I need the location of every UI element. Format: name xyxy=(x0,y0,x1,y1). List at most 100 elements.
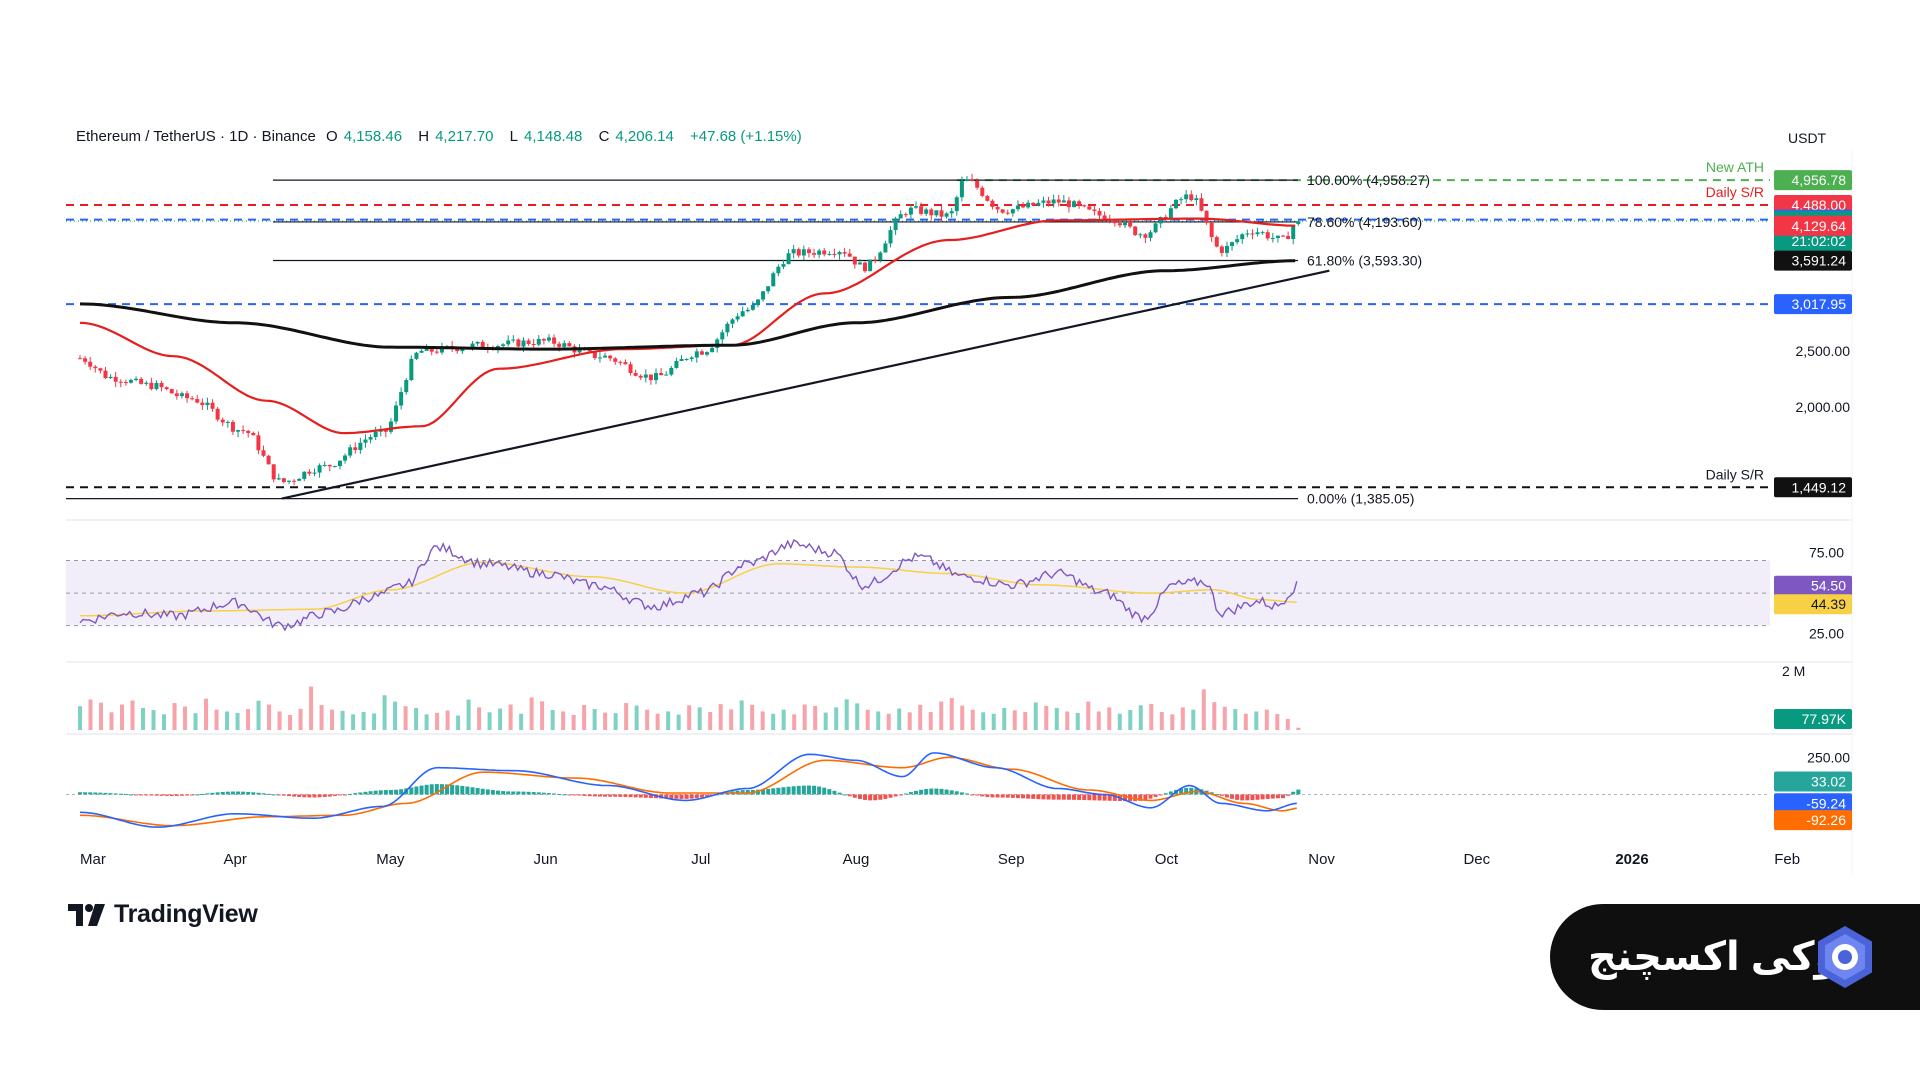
candle-body xyxy=(883,243,888,253)
macd-histogram-bar xyxy=(1010,794,1015,798)
macd-histogram-bar xyxy=(572,794,577,796)
candle-body xyxy=(128,380,133,383)
macd-histogram-bar xyxy=(1250,794,1255,801)
macd-histogram-bar xyxy=(582,794,587,796)
volume-bar xyxy=(487,712,492,730)
candle-body xyxy=(123,381,128,383)
candle-body xyxy=(159,382,164,388)
macd-histogram-bar xyxy=(470,787,475,795)
candle-body xyxy=(842,252,847,254)
macd-histogram-bar xyxy=(185,794,190,796)
macd-histogram-bar xyxy=(1092,794,1097,801)
close-label: C xyxy=(598,128,610,145)
candle-body xyxy=(1046,200,1051,204)
macd-histogram-bar xyxy=(1072,794,1077,800)
candle-body xyxy=(954,197,959,212)
candle-body xyxy=(633,372,638,376)
low-value: L 4,148.48 xyxy=(510,128,589,145)
macd-histogram-bar xyxy=(322,794,327,797)
price-tag: 3,017.95 xyxy=(1792,296,1847,312)
volume-bar xyxy=(918,704,923,730)
tradingview-logo[interactable]: TradingView xyxy=(68,900,258,929)
macd-histogram-bar xyxy=(679,794,684,799)
fibonacci-levels: 100.00% (4,958.27) 78.60% (4,193.60) 61.80… xyxy=(66,172,1430,507)
chart-header: Ethereum / TetherUS · 1D · Binance O 4,15… xyxy=(76,128,808,145)
macd-histogram-bar xyxy=(287,794,292,797)
candle-body xyxy=(1128,221,1133,227)
volume-bar xyxy=(907,712,912,730)
candle-body xyxy=(1260,232,1265,234)
high-number: 4,217.70 xyxy=(435,128,494,145)
macd-histogram-bar xyxy=(93,792,98,795)
macd-histogram-bar xyxy=(1102,794,1107,801)
candle-body xyxy=(1219,246,1224,253)
candle-body xyxy=(195,399,200,403)
volume-bar xyxy=(1243,713,1248,730)
candle-body xyxy=(281,478,286,482)
candle-body xyxy=(327,464,332,467)
candle-body xyxy=(1189,194,1194,201)
candle-body xyxy=(812,253,817,255)
macd-histogram-bar xyxy=(842,794,847,796)
volume-bar xyxy=(613,713,618,730)
candle-body xyxy=(516,339,521,347)
candle-body xyxy=(455,348,460,352)
candle-body xyxy=(256,435,261,451)
volume-bar xyxy=(666,711,671,730)
fib-label: 100.00% (4,958.27) xyxy=(1307,172,1430,188)
macd-histogram-bar xyxy=(1041,794,1046,800)
candle-body xyxy=(307,471,312,474)
volume-bar xyxy=(739,700,744,730)
candle-body xyxy=(368,437,373,440)
candle-body xyxy=(1275,235,1280,238)
macd-histogram-bar xyxy=(883,794,888,799)
candle-body xyxy=(715,339,720,348)
macd-histogram-bar xyxy=(689,794,694,799)
candle-body xyxy=(118,381,123,383)
volume-bar xyxy=(382,695,387,730)
candle-body xyxy=(312,472,317,474)
volume-bar xyxy=(1065,711,1070,730)
volume-bar xyxy=(403,706,408,730)
macd-histogram-bar xyxy=(246,791,251,795)
candle-body xyxy=(225,421,230,423)
macd-histogram-bar xyxy=(1133,794,1138,802)
candle-body xyxy=(745,309,750,312)
macd-histogram-bar xyxy=(1107,794,1112,801)
macd-histogram-bar xyxy=(485,789,490,795)
candle-body xyxy=(914,206,919,208)
volume-bar xyxy=(1096,711,1101,730)
candle-body xyxy=(108,376,113,379)
macd-histogram-bar xyxy=(368,791,373,795)
macd-histogram-bar xyxy=(307,794,312,798)
macd-histogram-bar xyxy=(434,784,439,795)
volume-bar xyxy=(172,703,177,730)
candle-body xyxy=(643,374,648,378)
candle-body xyxy=(1123,221,1128,226)
volume-bar xyxy=(960,705,965,730)
macd-histogram-bar xyxy=(276,794,281,796)
volume-bar xyxy=(277,711,282,730)
volume-bar xyxy=(225,711,230,730)
candle-body xyxy=(603,355,608,358)
macd-histogram-bar xyxy=(164,794,169,796)
volume-bar xyxy=(645,709,650,730)
candle-body xyxy=(1199,198,1204,211)
volume-bar xyxy=(834,707,839,730)
candle-body xyxy=(1173,199,1178,209)
volume-bar xyxy=(214,709,219,730)
volume-bar xyxy=(330,709,335,730)
macd-histogram-bar xyxy=(1224,794,1229,798)
volume-bar xyxy=(361,712,366,730)
macd-histogram-bar xyxy=(633,794,638,798)
fib-label: 61.80% (3,593.30) xyxy=(1307,253,1422,269)
macd-histogram-bar xyxy=(455,785,460,795)
price-tag-bg xyxy=(1774,294,1852,315)
candle-body xyxy=(929,209,934,216)
macd-histogram-bar xyxy=(970,794,975,796)
candle-body xyxy=(684,358,689,360)
high-value: H 4,217.70 xyxy=(418,128,499,145)
volume-bar xyxy=(109,712,114,730)
macd-histogram-bar xyxy=(1219,794,1224,796)
